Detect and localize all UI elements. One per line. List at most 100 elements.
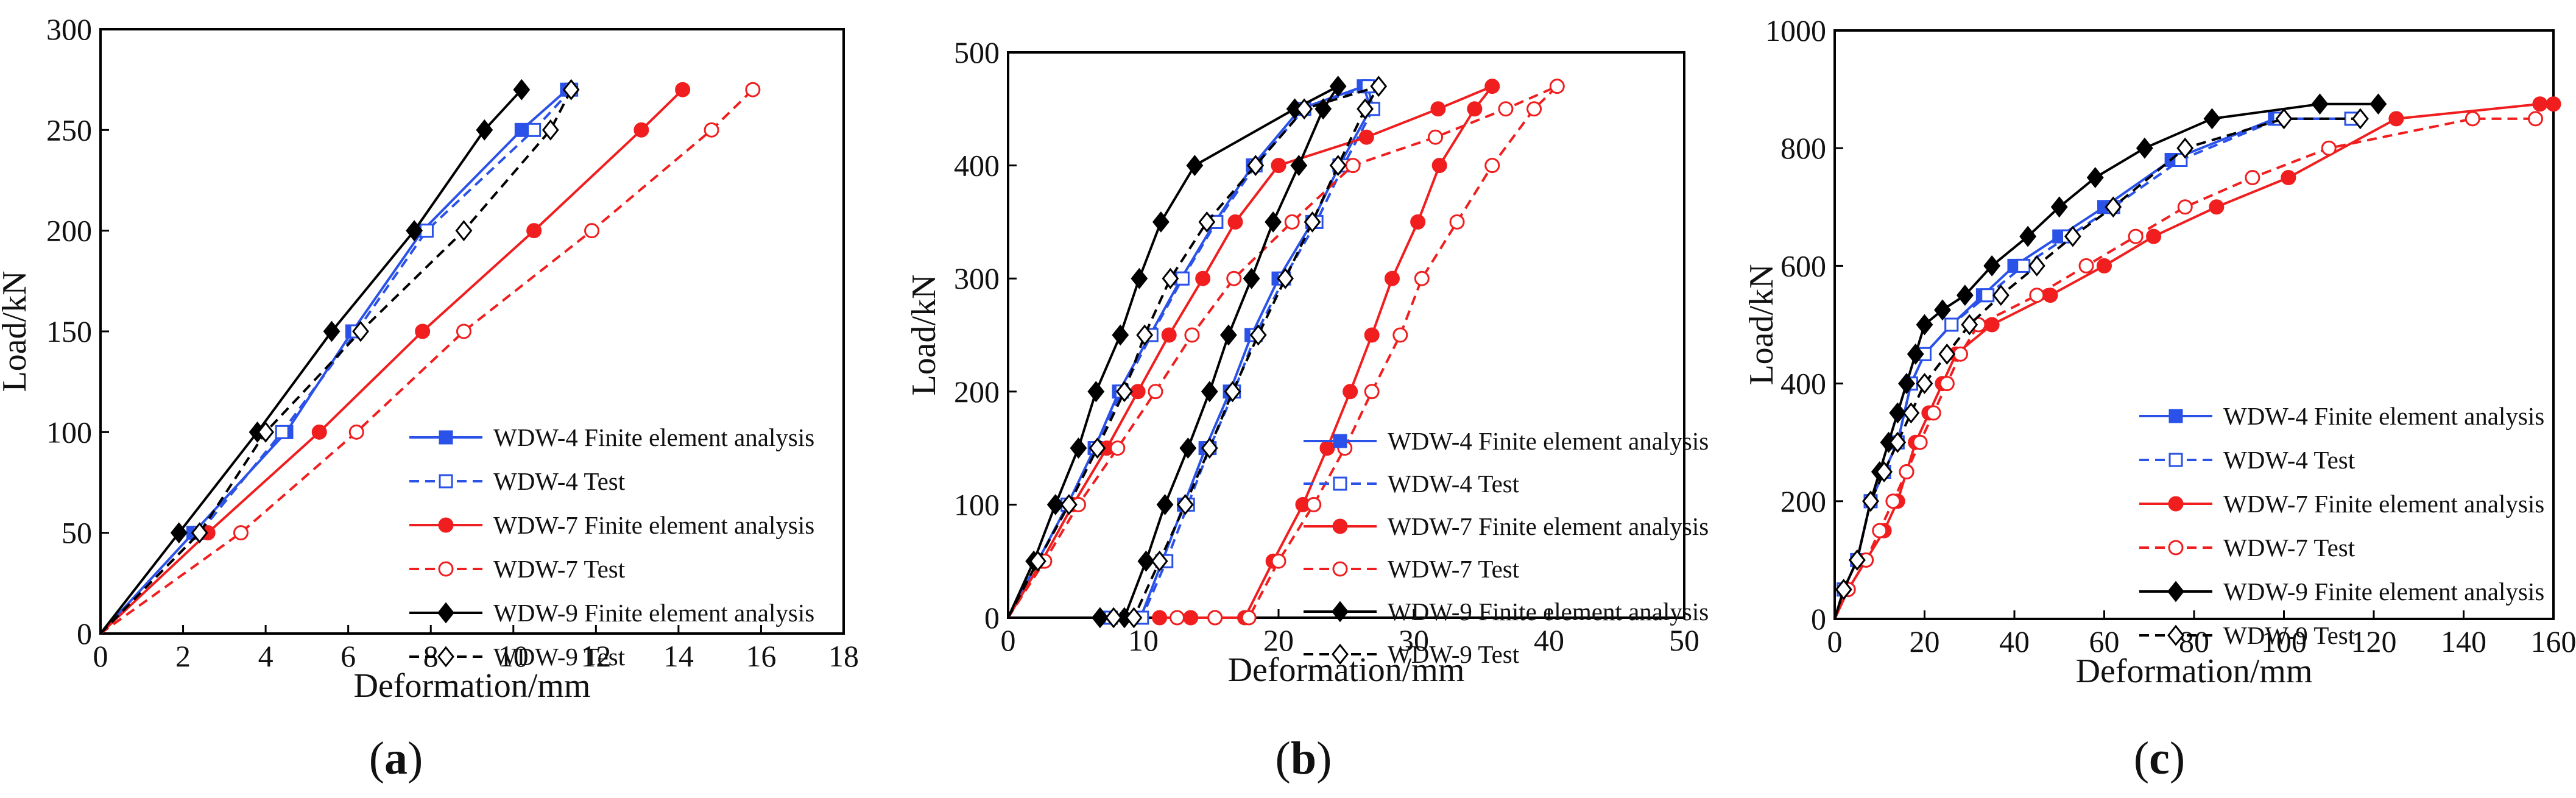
data-point [514, 122, 529, 137]
data-point [562, 79, 580, 101]
legend-label: WDW-4 Finite element analysis [2223, 402, 2544, 430]
data-point [1152, 610, 1168, 626]
data-point [1835, 579, 1852, 601]
data-point [1484, 79, 1500, 94]
data-point [1992, 284, 2010, 306]
x-tick-label: 80 [2179, 624, 2209, 659]
x-tick-label: 20 [1910, 624, 1940, 659]
data-point [1271, 158, 1286, 174]
data-point [2532, 96, 2548, 112]
data-point [2209, 199, 2225, 215]
data-point [1306, 496, 1322, 512]
legend-marker [1333, 476, 1347, 491]
data-point [1112, 324, 1129, 346]
x-tick-label: 10 [1128, 623, 1159, 657]
data-point [352, 320, 369, 342]
data-point [1876, 461, 1893, 482]
data-point [1956, 284, 1974, 306]
data-point [1201, 381, 1218, 403]
data-point [1899, 464, 1914, 479]
data-point [1195, 270, 1211, 286]
x-tick-label: 50 [1669, 623, 1699, 657]
data-point [1983, 255, 2001, 277]
data-point [633, 122, 649, 138]
series-line [99, 88, 573, 635]
data-point [1848, 549, 1866, 571]
plot-frame [1007, 51, 1685, 619]
data-point [1885, 493, 1901, 509]
x-axis-title: Deformation/mm [2076, 652, 2313, 690]
data-point [1916, 314, 1933, 336]
data-point [584, 223, 600, 239]
data-point [1029, 550, 1046, 572]
x-tick-label: 18 [828, 639, 859, 673]
data-point [233, 525, 249, 541]
legend-label: WDW-7 Finite element analysis [493, 511, 814, 539]
data-point [1953, 346, 1968, 362]
legend-label: WDW-4 Test [493, 467, 626, 495]
series-line [1833, 117, 2352, 620]
data-point [1898, 373, 1915, 395]
data-point [1162, 267, 1179, 289]
data-point [2176, 137, 2194, 159]
y-tick-label: 200 [954, 375, 1000, 409]
data-point [456, 323, 471, 339]
legend-marker [2167, 581, 2184, 602]
x-tick-label: 4 [258, 639, 273, 673]
data-point [2203, 108, 2221, 130]
data-point [1092, 607, 1109, 629]
y-tick-label: 600 [1780, 249, 1826, 283]
data-point [1938, 343, 1956, 365]
data-point [1226, 270, 1242, 286]
x-tick-label: 40 [1999, 624, 2030, 659]
legend-marker [437, 602, 454, 624]
legend-label: WDW-9 Test [2223, 621, 2355, 649]
panel-b: 0 10 20 30 40 500100200300400500Deformation/m… [905, 35, 1709, 689]
data-point [1329, 76, 1347, 97]
series-line [99, 88, 568, 635]
data-point [2097, 258, 2112, 274]
data-point [745, 82, 761, 97]
data-point [1961, 314, 1978, 336]
x-tick-label: 120 [2351, 624, 2397, 659]
legend-marker [2168, 409, 2183, 423]
data-point [1136, 324, 1154, 346]
data-point [2275, 108, 2293, 130]
series-wdw-7-fea [99, 82, 691, 635]
data-point [1284, 214, 1300, 230]
data-point [1105, 607, 1123, 629]
y-tick-label: 250 [46, 113, 92, 147]
data-point [542, 119, 559, 141]
data-point [1319, 440, 1335, 456]
y-axis-title: Load/kN [905, 274, 943, 395]
series-line [1007, 85, 1372, 619]
y-tick-label: 100 [46, 415, 92, 449]
legend-marker [439, 430, 453, 445]
x-tick-label: 0 [1827, 624, 1843, 659]
data-point [526, 223, 542, 239]
data-point [1179, 437, 1197, 459]
data-point [1902, 402, 1920, 424]
data-point [1176, 493, 1194, 515]
data-point [1370, 76, 1388, 97]
data-point [1364, 327, 1380, 343]
panel-label-b: (b) [1276, 733, 1332, 784]
data-point [2528, 111, 2543, 127]
legend-label: WDW-4 Finite element analysis [493, 423, 814, 451]
series-line [99, 89, 573, 635]
series-line [99, 88, 523, 635]
panel-label-c: (c) [2134, 733, 2185, 784]
legend: WDW-4 Finite element analysis WDW-4 Test W… [409, 423, 814, 671]
series-wdw-7-test [1007, 79, 1565, 626]
legend-label: WDW-7 Finite element analysis [1388, 512, 1709, 540]
legend-label: WDW-9 Test [493, 643, 626, 671]
x-tick-label: 10 [498, 639, 529, 673]
series-line [1833, 102, 2553, 620]
data-point [1277, 267, 1294, 289]
data-point [1170, 610, 1185, 626]
legend-marker [1332, 561, 1348, 577]
x-tick-label: 6 [341, 639, 356, 673]
series-line [99, 88, 684, 635]
legend-marker [1332, 518, 1348, 534]
